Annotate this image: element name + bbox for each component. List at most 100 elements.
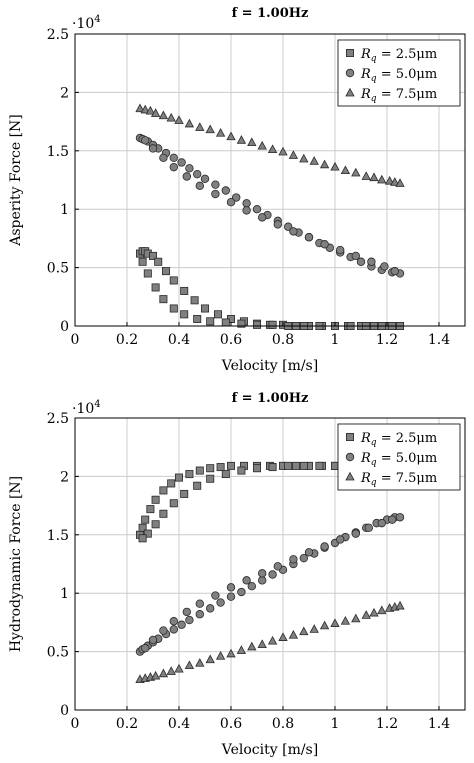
data-point <box>226 461 235 470</box>
legend-marker <box>345 452 355 462</box>
x-tick-label: 0.4 <box>168 332 190 348</box>
data-point <box>195 181 204 191</box>
data-point <box>304 548 314 557</box>
y-tick-label: 1 <box>60 202 69 218</box>
data-point <box>148 251 157 260</box>
data-point <box>309 156 319 165</box>
data-point <box>315 461 324 470</box>
y-tick-label: 1 <box>60 586 69 602</box>
data-point <box>141 515 150 524</box>
data-point <box>140 104 150 114</box>
y-axis-ticks: 0 0.5 1 1.5 2 2.5 <box>47 27 79 335</box>
data-point <box>192 169 202 179</box>
data-point <box>221 186 230 195</box>
series-2 <box>135 600 405 684</box>
data-point <box>390 177 400 186</box>
x-tick-label: 0.8 <box>272 332 294 348</box>
data-point <box>364 523 373 532</box>
x-tick-label: 0.6 <box>220 332 242 348</box>
y-multiplier: ·104 <box>72 14 101 32</box>
data-point <box>151 520 160 529</box>
data-point <box>148 144 158 153</box>
data-point <box>288 630 299 639</box>
data-point <box>180 310 189 319</box>
hydrodynamic-force-chart: f = 1.00Hz ·104 0 0.2 0.4 0.6 0.8 1 1.2 1.4 0 0.… <box>8 391 466 758</box>
data-point <box>140 136 150 145</box>
data-point <box>299 626 309 636</box>
y-tick-label: 1.5 <box>47 528 69 544</box>
data-point <box>195 466 204 475</box>
series-2 <box>135 103 405 187</box>
x-tick-label: 0.8 <box>272 716 294 732</box>
legend-marker <box>345 432 354 441</box>
data-point <box>150 108 161 117</box>
data-point <box>150 670 161 680</box>
data-point <box>237 466 246 475</box>
data-point <box>289 555 298 564</box>
legend-marker <box>345 471 355 481</box>
data-point <box>361 610 371 619</box>
data-point <box>200 174 210 184</box>
legend-entry: Rq = 7.5μm <box>360 87 437 104</box>
data-point <box>206 464 215 473</box>
data-point <box>258 576 267 585</box>
data-point <box>242 206 251 215</box>
data-point <box>174 473 183 482</box>
data-point <box>351 251 360 261</box>
legend: Rq = 2.5μm Rq = 5.0μm Rq = 7.5μm <box>337 39 461 107</box>
data-point <box>182 607 191 617</box>
data-point <box>193 314 202 323</box>
data-point <box>195 610 204 619</box>
plot-frame <box>74 33 466 327</box>
data-point <box>388 515 397 524</box>
x-tick-label: 0.4 <box>168 716 190 732</box>
data-point <box>351 613 361 623</box>
data-point <box>395 600 405 610</box>
data-point <box>159 626 168 635</box>
data-point <box>200 304 209 313</box>
legend-entry: Rq = 2.5μm <box>360 431 437 448</box>
data-point <box>361 171 371 180</box>
data-point <box>159 509 168 518</box>
data-point <box>257 140 267 150</box>
x-axis-label: Velocity [m/s] <box>221 358 318 374</box>
data-point <box>289 227 298 236</box>
data-point <box>351 529 360 538</box>
legend: Rq = 2.5μm Rq = 5.0μm Rq = 7.5μm <box>337 423 461 491</box>
data-point <box>319 620 330 630</box>
data-point <box>351 167 361 177</box>
data-point <box>159 486 168 495</box>
data-point <box>247 641 257 651</box>
legend-entry: Rq = 2.5μm <box>360 47 437 64</box>
x-tick-label: 0.6 <box>220 716 242 732</box>
x-tick-label: 0.2 <box>116 332 138 348</box>
legend-marker <box>345 87 355 97</box>
data-point <box>174 663 184 673</box>
data-point <box>211 189 220 199</box>
data-point <box>138 257 147 266</box>
x-tick-label: 1 <box>331 332 340 348</box>
data-point <box>268 320 277 329</box>
legend-box <box>337 39 461 107</box>
asperity-force-chart: f = 1.00Hz ·104 0 0.2 0.4 0.6 0.8 1 1.2 1.4 0 0.… <box>8 6 466 374</box>
data-point <box>180 489 189 498</box>
data-point <box>330 461 339 470</box>
data-point <box>284 222 293 231</box>
series-1 <box>135 133 405 278</box>
data-point <box>205 124 215 134</box>
data-point <box>336 535 345 544</box>
data-point <box>258 569 267 578</box>
data-point <box>143 269 152 278</box>
y-axis-label: Asperity Force [N] <box>8 114 24 247</box>
legend-box <box>337 423 461 491</box>
data-point <box>320 240 329 249</box>
data-point <box>273 562 282 571</box>
x-tick-label: 0 <box>71 716 80 732</box>
data-point <box>395 178 405 187</box>
data-point <box>299 153 309 163</box>
data-point <box>267 635 278 645</box>
data-point <box>158 110 169 120</box>
legend-entry: Rq = 5.0μm <box>360 451 437 468</box>
series-1 <box>135 513 405 656</box>
